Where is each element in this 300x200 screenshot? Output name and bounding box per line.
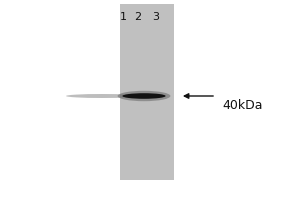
Bar: [120, 4, 174, 180]
Ellipse shape: [66, 94, 138, 98]
Text: 2: 2: [134, 12, 142, 22]
Ellipse shape: [118, 91, 170, 101]
Text: 40kDa: 40kDa: [222, 99, 262, 112]
Ellipse shape: [122, 93, 166, 99]
Text: 3: 3: [152, 12, 160, 22]
Text: 1: 1: [119, 12, 127, 22]
